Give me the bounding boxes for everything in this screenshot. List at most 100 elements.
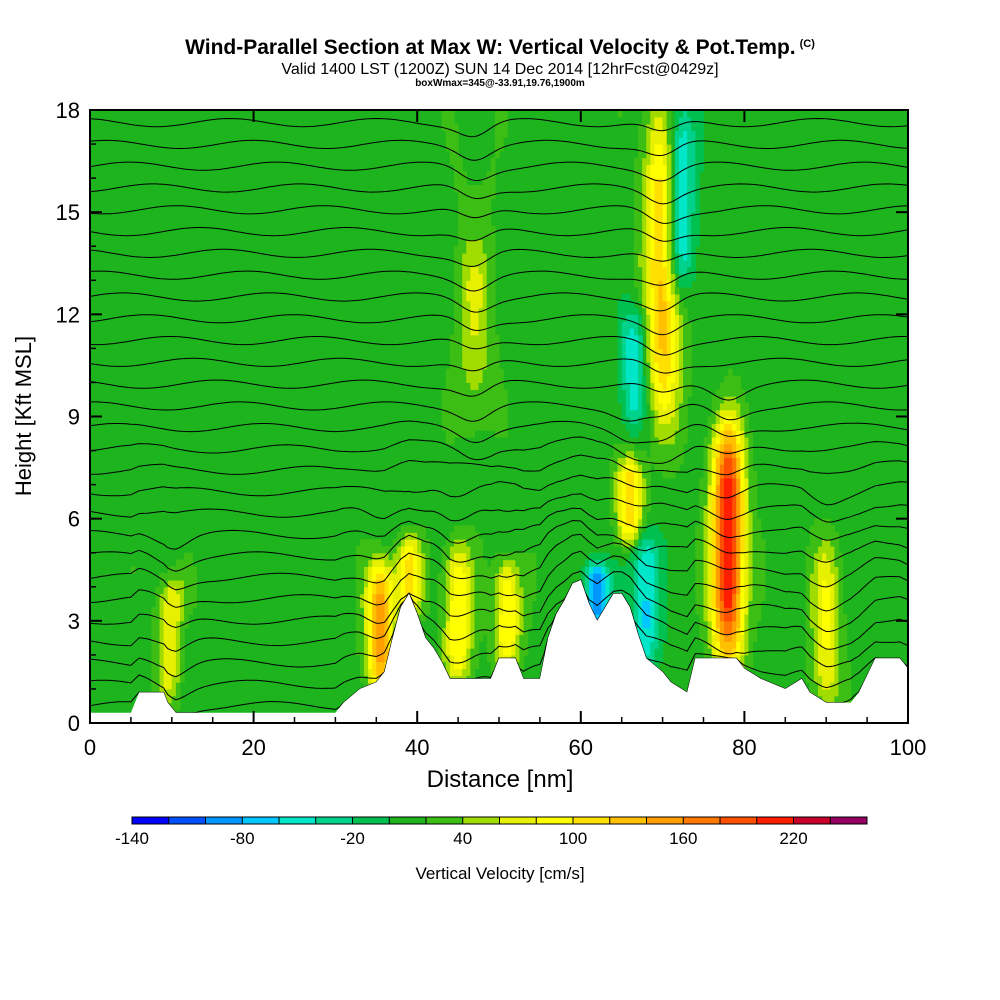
velocity-cell	[719, 539, 725, 547]
velocity-cell	[188, 573, 193, 581]
velocity-cell	[531, 593, 537, 601]
velocity-cell	[482, 184, 488, 193]
velocity-cell	[625, 423, 631, 431]
velocity-cell	[462, 280, 467, 288]
velocity-cell	[458, 423, 463, 431]
velocity-cell	[740, 518, 745, 527]
velocity-cell	[633, 525, 639, 533]
velocity-cell	[629, 300, 635, 309]
velocity-cell	[494, 627, 500, 636]
velocity-cell	[683, 423, 688, 431]
velocity-cell	[723, 525, 729, 533]
velocity-cell	[662, 566, 668, 574]
velocity-cell	[822, 614, 827, 622]
velocity-cell	[486, 375, 492, 384]
velocity-cell	[355, 566, 361, 574]
velocity-cell	[482, 198, 488, 206]
velocity-cell	[413, 579, 418, 588]
velocity-cell	[654, 355, 660, 363]
velocity-cell	[642, 457, 647, 465]
velocity-cell	[163, 634, 169, 642]
velocity-cell	[728, 641, 733, 649]
velocity-cell	[633, 614, 639, 622]
velocity-cell	[462, 552, 467, 561]
velocity-cell	[638, 293, 643, 302]
velocity-cell	[482, 355, 488, 363]
velocity-cell	[470, 280, 476, 288]
velocity-cell	[715, 648, 721, 656]
velocity-cell	[638, 525, 643, 533]
velocity-cell	[613, 443, 619, 452]
velocity-cell	[658, 457, 664, 465]
velocity-cell	[454, 300, 459, 309]
velocity-cell	[809, 566, 815, 574]
velocity-cell	[625, 382, 631, 390]
velocity-cell	[752, 593, 758, 601]
velocity-cell	[499, 137, 504, 145]
velocity-cell	[486, 205, 492, 213]
velocity-cell	[445, 382, 451, 390]
velocity-cell	[642, 620, 647, 629]
velocity-cell	[744, 423, 750, 431]
velocity-cell	[650, 110, 656, 118]
velocity-cell	[736, 443, 741, 452]
velocity-cell	[462, 266, 467, 275]
velocity-cell	[638, 144, 643, 152]
velocity-cell	[523, 600, 529, 608]
velocity-cell	[650, 620, 656, 629]
velocity-cell	[458, 661, 463, 670]
velocity-cell	[813, 682, 819, 690]
velocity-cell	[454, 382, 459, 390]
velocity-cell	[462, 648, 467, 656]
velocity-cell	[511, 593, 516, 601]
velocity-cell	[454, 157, 459, 166]
velocity-cell	[474, 239, 480, 247]
velocity-cell	[409, 545, 414, 554]
velocity-cell	[499, 641, 504, 649]
velocity-cell	[364, 579, 369, 588]
velocity-cell	[756, 559, 762, 567]
velocity-cell	[409, 566, 414, 574]
velocity-cell	[818, 668, 823, 676]
velocity-cell	[155, 668, 161, 676]
velocity-cell	[372, 675, 377, 683]
velocity-cell	[368, 559, 373, 567]
velocity-cell	[482, 402, 488, 411]
velocity-cell	[633, 600, 639, 608]
velocity-cell	[163, 627, 169, 636]
velocity-cell	[813, 607, 819, 615]
velocity-cell	[494, 409, 500, 418]
velocity-cell	[359, 627, 365, 636]
velocity-cell	[695, 552, 701, 561]
velocity-cell	[462, 184, 467, 193]
velocity-cell	[838, 607, 844, 615]
velocity-cell	[458, 532, 463, 540]
velocity-cell	[813, 641, 819, 649]
velocity-cell	[678, 334, 684, 343]
velocity-cell	[417, 566, 422, 574]
velocity-cell	[846, 668, 852, 676]
velocity-cell	[830, 525, 835, 533]
velocity-cell	[646, 198, 651, 206]
velocity-cell	[674, 266, 680, 275]
velocity-cell	[474, 607, 480, 615]
velocity-cell	[654, 579, 660, 588]
velocity-cell	[507, 627, 512, 636]
velocity-cell	[703, 593, 709, 601]
velocity-cell	[490, 661, 496, 670]
velocity-cell	[683, 389, 688, 397]
velocity-cell	[654, 525, 660, 533]
velocity-cell	[695, 144, 701, 152]
velocity-cell	[719, 627, 725, 636]
velocity-cell	[482, 334, 488, 343]
velocity-cell	[670, 348, 676, 356]
velocity-cell	[662, 116, 668, 125]
velocity-cell	[179, 586, 185, 595]
velocity-cell	[458, 545, 463, 554]
velocity-cell	[462, 246, 467, 254]
velocity-cell	[683, 321, 688, 329]
velocity-cell	[719, 579, 725, 588]
velocity-cell	[454, 627, 459, 636]
velocity-cell	[654, 375, 660, 384]
velocity-cell	[658, 150, 664, 159]
